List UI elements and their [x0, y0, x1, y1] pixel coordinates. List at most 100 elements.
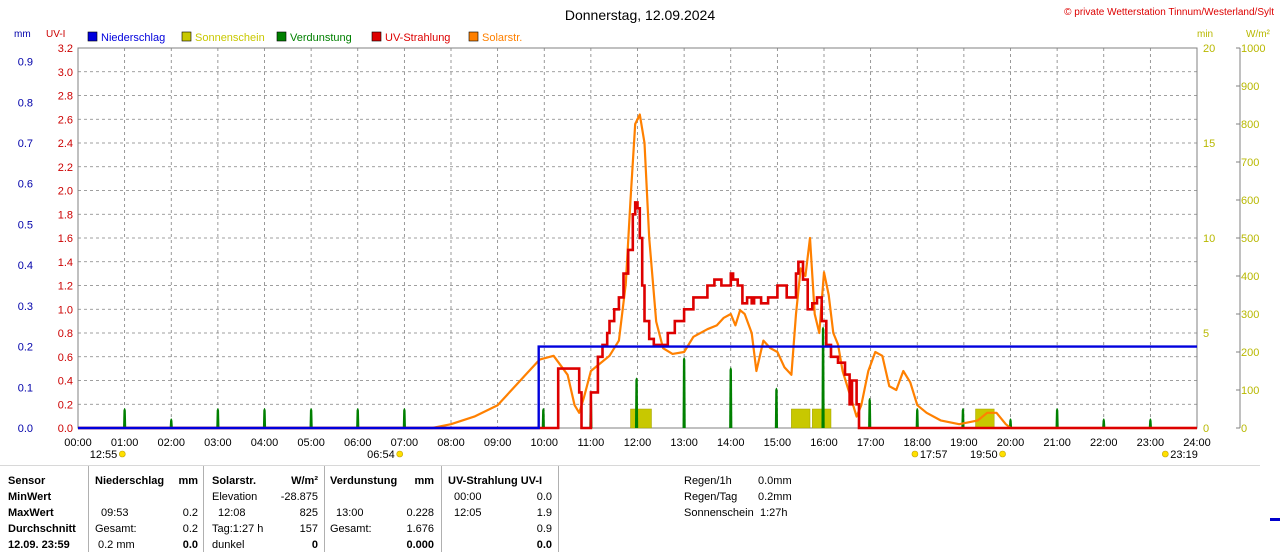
x-tick-label: 07:00	[391, 437, 419, 449]
niederschlag-unit: mm	[178, 475, 198, 487]
x-annotation-label: 12:55	[90, 449, 118, 461]
rain-day-label: Regen/Tag	[684, 491, 738, 503]
sun-icon	[999, 450, 1006, 458]
verdunstung-spike	[729, 367, 733, 428]
column-divider	[441, 466, 442, 552]
x-tick-label: 16:00	[810, 437, 838, 449]
x-tick-label: 06:00	[344, 437, 372, 449]
x-tick-label: 11:00	[578, 437, 605, 449]
chart-title: Donnerstag, 12.09.2024	[565, 7, 715, 23]
wm2-tick-label: 800	[1241, 119, 1259, 131]
verdunstung-total-value: 1.676	[406, 523, 434, 535]
wm2-tick-label: 100	[1241, 385, 1259, 397]
mm-tick-label: 0.5	[18, 219, 33, 231]
mm-tick-label: 0.2	[18, 342, 33, 354]
sun-icon	[911, 450, 919, 458]
sunshine-label: Sonnenschein	[684, 507, 754, 519]
x-tick-label: 12:00	[624, 437, 652, 449]
verdunstung-spike	[309, 408, 313, 428]
wm2-tick-label: 700	[1241, 157, 1259, 169]
mm-axis-unit: mm	[14, 29, 31, 40]
min-tick-label: 0	[1203, 423, 1209, 435]
verdunstung-spike	[821, 326, 825, 428]
min-tick-label: 10	[1203, 233, 1215, 245]
uvi-tick-label: 1.6	[58, 233, 73, 245]
niederschlag-total-label: Gesamt:	[95, 523, 137, 535]
uv-min-time: 00:00	[454, 491, 482, 503]
verdunstung-spike	[961, 408, 965, 428]
x-tick-label: 02:00	[157, 437, 185, 449]
verdunstung-max-time: 13:00	[336, 507, 364, 519]
x-annotation-label: 06:54	[367, 449, 395, 461]
minwert-label: MinWert	[8, 491, 52, 503]
x-tick-label: 10:00	[530, 437, 558, 449]
uvi-tick-label: 0.8	[58, 328, 73, 340]
min-axis-unit: min	[1197, 29, 1213, 40]
uvi-tick-label: 0.6	[58, 352, 73, 364]
x-tick-label: 19:00	[950, 437, 978, 449]
verdunstung-max-value: 0.228	[406, 507, 434, 519]
column-divider	[324, 466, 325, 552]
scroll-indicator[interactable]	[1270, 518, 1280, 521]
uvi-tick-label: 2.0	[58, 186, 73, 198]
uvi-tick-label: 0.0	[58, 423, 73, 435]
wm2-tick-label: 300	[1241, 309, 1259, 321]
wm2-tick-label: 200	[1241, 347, 1259, 359]
verdunstung-spike	[774, 387, 779, 428]
x-tick-label: 15:00	[764, 437, 792, 449]
min-tick-label: 5	[1203, 328, 1209, 340]
solar-elevation-value: -28.875	[280, 491, 318, 503]
solar-header: Solarstr.	[212, 475, 257, 487]
x-annotations: 12:55 06:54 17:57 19:50 23:19	[90, 449, 1198, 461]
column-divider	[88, 466, 89, 552]
copyright-label: © private Wetterstation Tinnum/Westerlan…	[1064, 7, 1274, 18]
niederschlag-last-label: 0.2 mm	[98, 539, 135, 551]
wm2-tick-label: 0	[1241, 423, 1247, 435]
x-tick-label: 17:00	[857, 437, 885, 449]
mm-tick-label: 0.9	[18, 57, 33, 69]
x-tick-label: 03:00	[204, 437, 232, 449]
uv-min-value: 0.0	[536, 491, 552, 503]
legend-label: Niederschlag	[101, 32, 165, 44]
x-annotation-label: 23:19	[1170, 449, 1198, 461]
x-tick-label: 21:00	[1043, 437, 1071, 449]
uv-header: UV-Strahlung UV-I	[448, 475, 543, 487]
current-date: 12.09. 23:59	[8, 539, 70, 551]
verdunstung-spike	[262, 408, 267, 428]
legend-swatch	[371, 31, 382, 42]
rain-hour-label: Regen/1h	[684, 475, 732, 487]
uvi-tick-label: 3.2	[58, 43, 73, 55]
niederschlag-total-value: 0.2	[182, 523, 198, 535]
sonnenschein-bar	[791, 408, 811, 429]
sun-icon	[118, 450, 126, 458]
verdunstung-unit: mm	[414, 475, 434, 487]
x-tick-label: 13:00	[670, 437, 698, 449]
legend-label: Sonnenschein	[195, 32, 265, 44]
mm-tick-label: 0.7	[18, 138, 33, 150]
mm-tick-label: 0.4	[18, 260, 33, 272]
column-divider	[203, 466, 204, 552]
wm2-tick-label: 900	[1241, 81, 1259, 93]
verdunstung-spike	[123, 408, 127, 428]
x-tick-label: 20:00	[997, 437, 1025, 449]
wm2-tick-label: 600	[1241, 195, 1259, 207]
x-annotation-label: 17:57	[920, 449, 948, 461]
legend-label: Verdunstung	[290, 32, 352, 44]
verdunstung-spike	[356, 408, 360, 428]
wm2-tick-label: 400	[1241, 271, 1259, 283]
legend-swatch	[276, 31, 287, 42]
verdunstung-spike	[868, 397, 872, 428]
uvi-tick-label: 3.0	[58, 67, 73, 79]
verdunstung-spike	[216, 408, 220, 428]
min-tick-label: 15	[1203, 138, 1215, 150]
verdunstung-spike	[1148, 418, 1152, 428]
solar-elevation-label: Elevation	[212, 491, 258, 503]
x-tick-label: 08:00	[437, 437, 465, 449]
uv-max-time: 12:05	[454, 507, 482, 519]
uvi-tick-label: 0.4	[58, 376, 73, 388]
x-tick-label: 01:00	[111, 437, 139, 449]
series-layer	[78, 113, 1197, 430]
x-tick-label: 24:00	[1183, 437, 1211, 449]
verdunstung-spike	[1102, 418, 1106, 428]
